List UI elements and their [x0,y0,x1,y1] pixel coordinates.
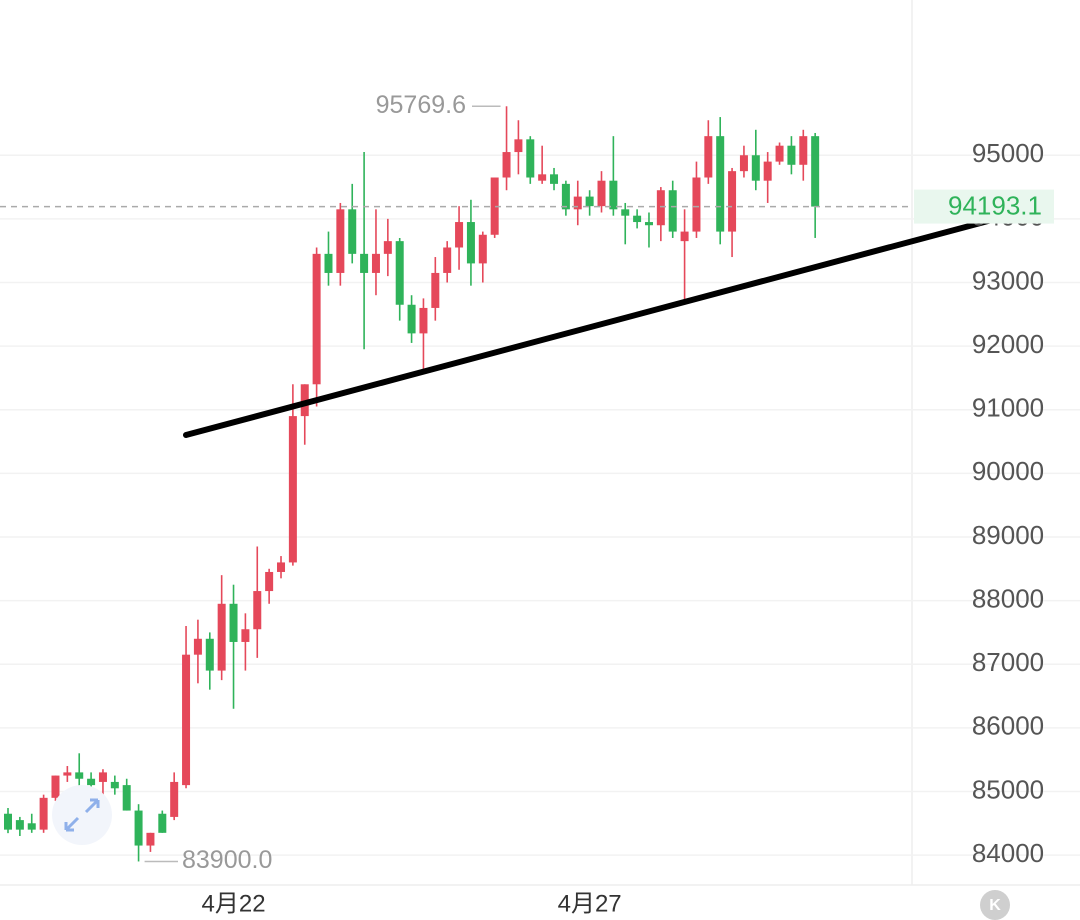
candle-body [122,785,131,811]
candle-body [371,253,380,273]
candle-body [134,810,143,846]
candle-body [799,136,808,165]
y-tick-label: 88000 [972,583,1044,613]
candle-body [336,209,345,273]
candle-body [170,781,179,817]
candle-body [597,180,606,207]
candle-body [98,772,107,782]
candle-body [490,177,499,235]
y-tick-label: 89000 [972,520,1044,550]
candle-body [455,222,464,248]
candle-body [561,183,570,210]
candle-body [288,416,297,563]
last-price-box [914,189,1054,224]
candle-body [728,171,737,232]
candle-body [146,832,155,846]
candle-body [158,813,167,833]
candle-body [739,155,748,172]
candle-body [656,190,665,226]
high-label: 95769.6 [376,91,466,119]
x-tick-label: 4月22 [202,890,266,917]
k-button-bg [980,890,1010,920]
x-tick-label: 4月27 [558,890,622,917]
candle-body [502,152,511,178]
candle-body [621,209,630,216]
expand-icon-bg [52,785,112,845]
candle-body [538,174,547,181]
candle-body [51,775,60,798]
candle-body [704,136,713,178]
expand-icon-arrows [64,798,100,832]
candle-body [609,180,618,210]
candles [4,106,820,862]
low-label: 83900.0 [182,846,272,874]
candle-body [87,778,96,786]
y-tick-label: 90000 [972,456,1044,486]
y-tick-label: 95000 [972,138,1044,168]
candle-body [253,591,262,630]
candle-body [324,253,333,273]
candle-body [775,145,784,162]
candle-body [265,571,274,592]
candle-body [110,781,119,789]
candle-body [217,603,226,671]
expand-icon[interactable] [52,785,112,845]
candle-body [644,222,653,226]
candle-body [466,222,475,264]
k-button[interactable]: K [980,890,1010,920]
candle-body [395,241,404,305]
candle-body [39,797,48,830]
candle-body [443,247,452,273]
last-price-label: 94193.1 [948,190,1042,220]
candle-body [514,139,523,153]
candle-body [75,772,84,779]
candle-body [787,145,796,165]
candle-body [63,772,72,776]
candle-body [585,196,594,207]
candle-body [692,177,701,232]
y-tick-label: 84000 [972,838,1044,868]
candle-body [300,384,309,417]
candle-body [633,215,642,223]
candle-body [27,823,36,830]
k-button-label[interactable]: K [989,897,1001,914]
candle-body [348,209,357,254]
candle-body [478,234,487,264]
candle-body [241,629,250,642]
candle-body [550,174,559,184]
candle-body [763,161,772,181]
y-tick-label: 85000 [972,774,1044,804]
y-tick-label: 92000 [972,329,1044,359]
candle-body [383,241,392,254]
candle-body [312,253,321,385]
candle-body [419,307,428,334]
candle-body [182,654,191,786]
candle-body [431,272,440,308]
candle-body [15,820,24,830]
trend-line [183,214,1006,438]
candle-body [526,139,535,178]
grid [0,154,1080,856]
candle-body [205,638,214,671]
y-tick-label: 91000 [972,393,1044,423]
candle-body [668,190,677,232]
y-tick-label: 93000 [972,265,1044,295]
candle-body [573,196,582,210]
candle-body [193,638,202,655]
candle-body [4,813,12,830]
candle-body [407,304,416,334]
candle-body [716,136,725,232]
y-tick-label: 87000 [972,647,1044,677]
y-tick-label: 86000 [972,711,1044,741]
candle-body [277,562,286,572]
candle-body [811,136,820,207]
candle-body [229,603,238,642]
candle-body [680,231,689,242]
candle-body [360,253,369,273]
candle-body [751,155,760,181]
